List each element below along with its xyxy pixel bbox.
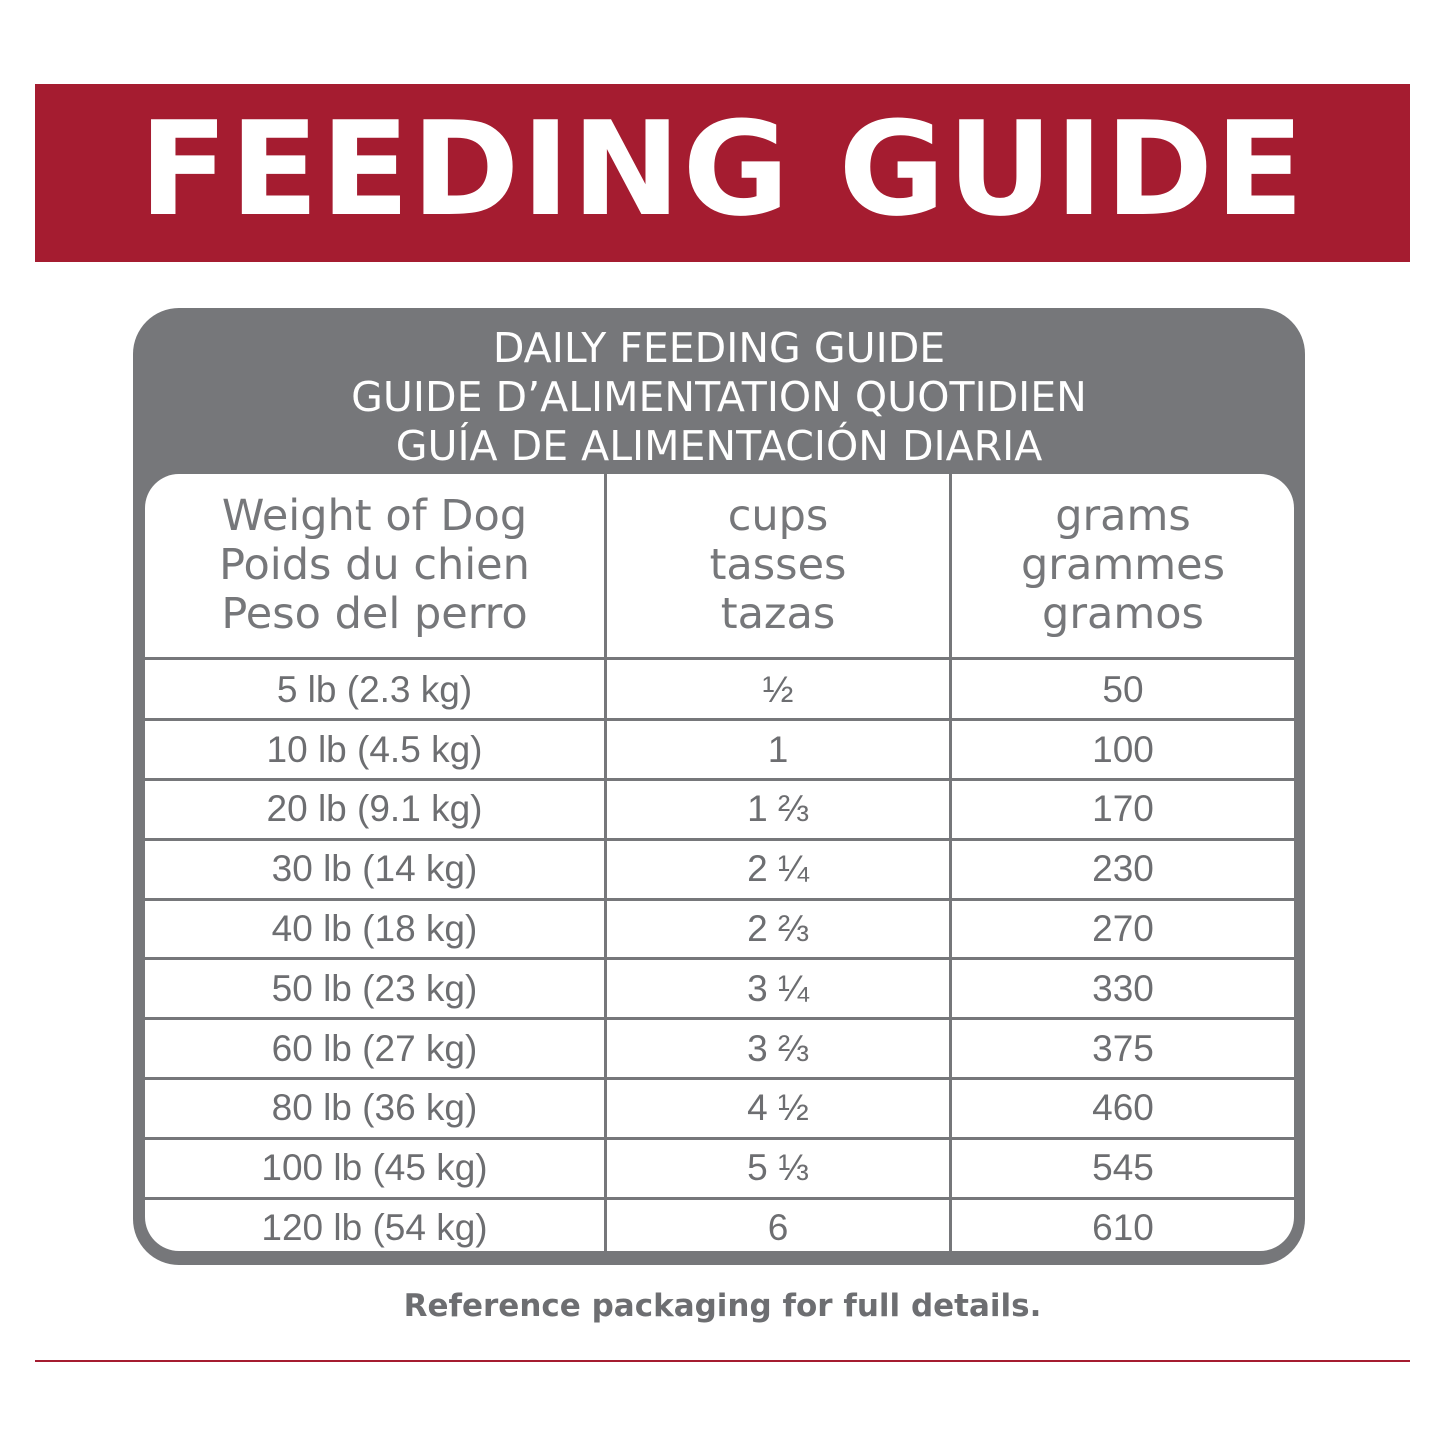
weight-cell: 30 lb (14 kg): [271, 848, 478, 890]
header-grams-french: grammes: [1021, 540, 1225, 590]
column-header-cups: cups tasses tazas: [607, 492, 949, 639]
table-row: 80 lb (36 kg) 4 ½ 460: [145, 1079, 1294, 1140]
column-divider: [949, 474, 952, 1251]
grams-cell: 50: [1102, 668, 1144, 710]
cups-cell: 3 ⅔: [747, 1027, 809, 1069]
weight-cell: 80 lb (36 kg): [271, 1087, 478, 1129]
cups-cell: 2 ⅔: [747, 908, 809, 950]
table-row: 40 lb (18 kg) 2 ⅔ 270: [145, 899, 1294, 961]
cups-cell: 1 ⅔: [747, 788, 809, 830]
daily-feeding-table: DAILY FEEDING GUIDE GUIDE D’ALIMENTATION…: [133, 308, 1305, 1265]
banner-title: FEEDING GUIDE: [139, 93, 1306, 245]
row-divider: [145, 1077, 1294, 1081]
row-divider: [145, 718, 1294, 722]
row-divider: [145, 1196, 1294, 1200]
row-divider: [145, 837, 1294, 841]
table-row: 30 lb (14 kg) 2 ¼ 230: [145, 839, 1294, 901]
header-grams-english: grams: [1055, 491, 1191, 541]
table-rows: 5 lb (2.3 kg) ½ 50 10 lb (4.5 kg) 1 100 …: [145, 657, 1294, 1251]
column-header-grams: grams grammes gramos: [952, 492, 1294, 639]
cups-cell: ½: [762, 668, 794, 710]
row-divider: [145, 1136, 1294, 1140]
table-row: 10 lb (4.5 kg) 1 100: [145, 720, 1294, 782]
weight-cell: 100 lb (45 kg): [261, 1147, 488, 1189]
header-weight-french: Poids du chien: [219, 540, 530, 590]
header-cups-french: tasses: [709, 540, 847, 590]
weight-cell: 40 lb (18 kg): [271, 908, 478, 950]
row-divider: [145, 1017, 1294, 1021]
row-divider: [145, 957, 1294, 961]
table-title-spanish: GUÍA DE ALIMENTACIÓN DIARIA: [395, 422, 1043, 470]
grams-cell: 330: [1092, 967, 1154, 1009]
row-divider: [145, 897, 1294, 901]
table-row: 100 lb (45 kg) 5 ⅓ 545: [145, 1138, 1294, 1200]
table-title-french: GUIDE D’ALIMENTATION QUOTIDIEN: [351, 373, 1087, 421]
column-divider: [604, 474, 607, 1251]
grams-cell: 375: [1092, 1027, 1154, 1069]
bottom-divider: [35, 1360, 1410, 1362]
weight-cell: 50 lb (23 kg): [271, 967, 478, 1009]
feeding-guide-banner: FEEDING GUIDE: [35, 84, 1410, 262]
row-divider: [145, 778, 1294, 782]
grams-cell: 170: [1092, 788, 1154, 830]
cups-cell: 2 ¼: [747, 848, 809, 890]
weight-cell: 60 lb (27 kg): [271, 1027, 478, 1069]
cups-cell: 4 ½: [747, 1087, 809, 1129]
grams-cell: 270: [1092, 908, 1154, 950]
grams-cell: 100: [1092, 728, 1154, 770]
row-divider: [145, 657, 1294, 660]
cups-cell: 1: [767, 728, 789, 770]
cups-cell: 3 ¼: [747, 967, 809, 1009]
cups-cell: 5 ⅓: [747, 1147, 809, 1189]
header-cups-spanish: tazas: [720, 589, 836, 639]
weight-cell: 120 lb (54 kg): [261, 1207, 488, 1249]
cups-cell: 6: [767, 1207, 789, 1249]
weight-cell: 20 lb (9.1 kg): [266, 788, 483, 830]
header-weight-spanish: Peso del perro: [221, 589, 528, 639]
table-row: 50 lb (23 kg) 3 ¼ 330: [145, 959, 1294, 1021]
grams-cell: 545: [1092, 1147, 1154, 1189]
table-row: 20 lb (9.1 kg) 1 ⅔ 170: [145, 780, 1294, 841]
table-row: 120 lb (54 kg) 6 610: [145, 1198, 1294, 1251]
grams-cell: 230: [1092, 848, 1154, 890]
grams-cell: 460: [1092, 1087, 1154, 1129]
weight-cell: 10 lb (4.5 kg): [266, 728, 483, 770]
grams-cell: 610: [1092, 1207, 1154, 1249]
header-weight-english: Weight of Dog: [221, 491, 528, 541]
table-body: Weight of Dog Poids du chien Peso del pe…: [145, 474, 1294, 1251]
column-header-weight: Weight of Dog Poids du chien Peso del pe…: [145, 492, 604, 639]
footnote: Reference packaging for full details.: [403, 1288, 1042, 1324]
header-cups-english: cups: [727, 491, 829, 541]
header-grams-spanish: gramos: [1042, 589, 1204, 639]
table-title-english: DAILY FEEDING GUIDE: [492, 324, 946, 372]
table-title: DAILY FEEDING GUIDE GUIDE D’ALIMENTATION…: [133, 324, 1305, 471]
table-row: 5 lb (2.3 kg) ½ 50: [145, 660, 1294, 722]
table-row: 60 lb (27 kg) 3 ⅔ 375: [145, 1019, 1294, 1081]
weight-cell: 5 lb (2.3 kg): [276, 668, 473, 710]
